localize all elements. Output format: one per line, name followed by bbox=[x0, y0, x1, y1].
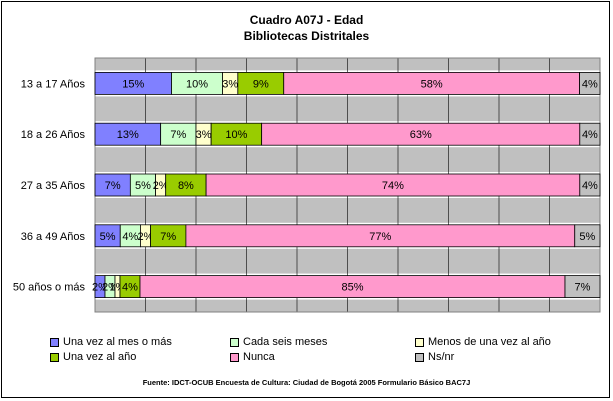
bar-segment bbox=[579, 173, 601, 197]
data-label: 8% bbox=[178, 180, 194, 192]
data-label: 74% bbox=[382, 180, 404, 192]
data-label: 10% bbox=[186, 78, 208, 90]
legend-label: Nunca bbox=[243, 351, 275, 363]
legend-swatch bbox=[230, 338, 239, 347]
data-label: 5% bbox=[135, 180, 151, 192]
data-label: 13% bbox=[117, 129, 139, 141]
chart-legend: Una vez al mes o más Cada seis meses Menos… bbox=[50, 336, 610, 370]
legend-label: Ns/nr bbox=[428, 351, 455, 363]
chart-title: Cuadro A07J - Edad bbox=[249, 13, 364, 27]
legend-label: Menos de una vez al año bbox=[428, 336, 551, 348]
data-label: 77% bbox=[369, 231, 391, 243]
data-label: 2% bbox=[138, 231, 154, 243]
data-label: 7% bbox=[160, 231, 176, 243]
data-label: 2% bbox=[102, 282, 118, 294]
bar-segment bbox=[574, 224, 601, 248]
data-label: 63% bbox=[410, 129, 432, 141]
category-label: 36 a 49 Años bbox=[21, 231, 86, 243]
source-note: Fuente: IDCT-OCUB Encuesta de Cultura: C… bbox=[142, 378, 471, 387]
data-label: 4% bbox=[582, 180, 598, 192]
data-label: 4% bbox=[582, 78, 598, 90]
category-label: 50 años o más bbox=[13, 282, 86, 294]
legend-swatch bbox=[415, 338, 424, 347]
chart-subtitle: Bibliotecas Distritales bbox=[243, 29, 370, 43]
category-label: 13 a 17 Años bbox=[21, 78, 86, 90]
legend-label: Cada seis meses bbox=[243, 336, 328, 348]
data-label: 15% bbox=[122, 78, 144, 90]
data-label: 4% bbox=[122, 282, 138, 294]
data-label: 3% bbox=[196, 129, 212, 141]
data-label: 3% bbox=[222, 78, 238, 90]
data-label: 58% bbox=[421, 78, 443, 90]
legend-label: Una vez al mes o más bbox=[63, 336, 172, 348]
bar-segment bbox=[564, 275, 601, 299]
data-label: 4% bbox=[582, 129, 598, 141]
category-label: 18 a 26 Años bbox=[21, 129, 86, 141]
data-label: 7% bbox=[575, 282, 591, 294]
category-label: 27 a 35 Años bbox=[21, 180, 86, 192]
legend-swatch bbox=[50, 338, 59, 347]
bar-segment bbox=[579, 72, 601, 95]
legend-swatch bbox=[50, 353, 59, 362]
legend-label: Una vez al año bbox=[63, 351, 137, 363]
data-label: 2% bbox=[153, 180, 169, 192]
data-label: 5% bbox=[100, 231, 116, 243]
data-label: 10% bbox=[225, 129, 247, 141]
data-label: 9% bbox=[253, 78, 269, 90]
bar-chart: 15% 10% 3% 9% 58% 4% 13 a 17 Años 13% 7% 3% 10% 63%… bbox=[13, 57, 601, 313]
data-label: 7% bbox=[105, 180, 121, 192]
data-label: 7% bbox=[170, 129, 186, 141]
legend-swatch bbox=[415, 353, 424, 362]
data-label: 2% bbox=[92, 282, 108, 294]
bar-segment bbox=[579, 122, 601, 146]
data-label: 5% bbox=[579, 231, 595, 243]
data-label: 4% bbox=[122, 231, 138, 243]
legend-swatch bbox=[230, 353, 239, 362]
data-label: 85% bbox=[341, 282, 363, 294]
